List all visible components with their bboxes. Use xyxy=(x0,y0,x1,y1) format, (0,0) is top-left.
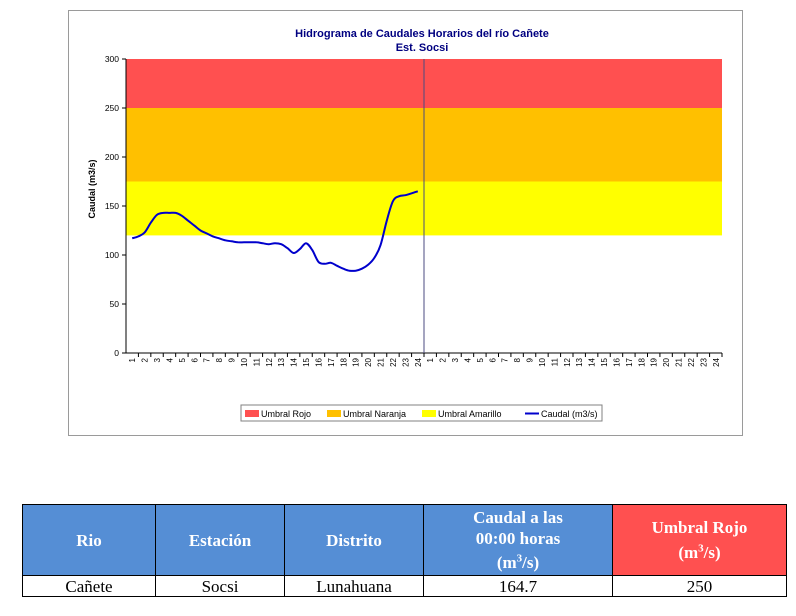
x-tick-label: 19 xyxy=(650,357,659,366)
x-tick-label: 3 xyxy=(153,357,162,362)
x-tick-label: 4 xyxy=(463,357,472,362)
x-tick-label: 20 xyxy=(364,357,373,366)
legend-swatch xyxy=(245,410,259,417)
x-tick-label: 21 xyxy=(377,357,386,366)
x-tick-label: 9 xyxy=(526,357,535,362)
cell-rio: Cañete xyxy=(22,575,156,597)
x-tick-label: 3 xyxy=(451,357,460,362)
header-umbral-line1: Umbral Rojo xyxy=(651,518,748,538)
y-tick-label: 100 xyxy=(105,250,119,260)
x-tick-label: 11 xyxy=(252,357,261,366)
legend-label: Caudal (m3/s) xyxy=(541,409,598,419)
x-tick-label: 6 xyxy=(488,357,497,362)
cell-caudal: 164.7 xyxy=(423,575,613,597)
legend-label: Umbral Rojo xyxy=(261,409,311,419)
chart-panel: Hidrograma de Caudales Horarios del río … xyxy=(68,10,743,436)
hydrograph-chart: Hidrograma de Caudales Horarios del río … xyxy=(87,28,723,422)
y-tick-label: 150 xyxy=(105,201,119,211)
x-tick-label: 6 xyxy=(190,357,199,362)
y-tick-label: 50 xyxy=(110,299,120,309)
y-tick-label: 0 xyxy=(114,348,119,358)
header-umbral-unit: (m3/s) xyxy=(678,542,721,562)
x-tick-label: 10 xyxy=(240,357,249,366)
x-tick-label: 22 xyxy=(687,357,696,366)
x-tick-label: 18 xyxy=(339,357,348,366)
x-tick-label: 7 xyxy=(203,357,212,362)
chart-title: Hidrograma de Caudales Horarios del río … xyxy=(295,28,549,40)
x-tick-label: 10 xyxy=(538,357,547,366)
header-umbral-rojo: Umbral Rojo (m3/s) xyxy=(612,504,787,576)
x-tick-label: 16 xyxy=(612,357,621,366)
x-tick-label: 24 xyxy=(414,357,423,366)
header-estacion: Estación xyxy=(155,504,285,576)
series-layer xyxy=(131,190,419,272)
x-tick-label: 23 xyxy=(401,357,410,366)
x-tick-label: 2 xyxy=(439,357,448,362)
x-tick-label: 16 xyxy=(314,357,323,366)
header-distrito: Distrito xyxy=(284,504,424,576)
x-tick-label: 13 xyxy=(277,357,286,366)
y-tick-label: 300 xyxy=(105,54,119,64)
legend-label: Umbral Naranja xyxy=(343,409,406,419)
header-caudal-line2: 00:00 horas xyxy=(475,528,561,548)
legend-label: Umbral Amarillo xyxy=(438,409,502,419)
x-tick-label: 12 xyxy=(265,357,274,366)
station-table: Rio Estación Distrito Caudal a las 00:00… xyxy=(22,504,787,597)
x-tick-label: 12 xyxy=(563,357,572,366)
x-tick-label: 20 xyxy=(662,357,671,366)
x-tick-label: 13 xyxy=(575,357,584,366)
cell-estacion: Socsi xyxy=(155,575,285,597)
x-tick-label: 21 xyxy=(675,357,684,366)
x-tick-label: 15 xyxy=(600,357,609,366)
x-tick-label: 1 xyxy=(426,357,435,362)
cell-distrito: Lunahuana xyxy=(284,575,424,597)
x-tick-label: 8 xyxy=(215,357,224,362)
series-line-caudal xyxy=(131,190,419,272)
x-tick-label: 2 xyxy=(141,357,150,362)
x-tick-label: 5 xyxy=(476,357,485,362)
legend-swatch xyxy=(422,410,436,417)
table-row: Cañete Socsi Lunahuana 164.7 250 xyxy=(22,575,787,597)
x-tick-label: 22 xyxy=(389,357,398,366)
chart-legend: Umbral Rojo Umbral Naranja Umbral Amarillo… xyxy=(240,404,603,422)
x-tick-label: 15 xyxy=(302,357,311,366)
cell-umbral: 250 xyxy=(612,575,787,597)
header-caudal-line1: Caudal a las xyxy=(473,507,563,527)
x-tick-label: 7 xyxy=(501,357,510,362)
x-tick-label: 9 xyxy=(228,357,237,362)
x-tick-label: 24 xyxy=(712,357,721,366)
header-caudal: Caudal a las 00:00 horas (m3/s) xyxy=(423,504,613,576)
x-tick-label: 23 xyxy=(699,357,708,366)
x-tick-label: 18 xyxy=(637,357,646,366)
x-tick-label: 19 xyxy=(352,357,361,366)
y-tick-label: 200 xyxy=(105,152,119,162)
chart-subtitle: Est. Socsi xyxy=(396,42,449,54)
y-axis-label: Caudal (m3/s) xyxy=(87,159,97,218)
x-tick-label: 14 xyxy=(588,357,597,366)
header-rio: Rio xyxy=(22,504,156,576)
x-tick-label: 1 xyxy=(128,357,137,362)
x-tick-label: 17 xyxy=(625,357,634,366)
x-tick-label: 8 xyxy=(513,357,522,362)
header-caudal-unit: (m3/s) xyxy=(496,552,540,573)
x-tick-label: 14 xyxy=(290,357,299,366)
legend-swatch xyxy=(327,410,341,417)
x-tick-label: 17 xyxy=(327,357,336,366)
x-tick-label: 11 xyxy=(550,357,559,366)
x-tick-label: 5 xyxy=(178,357,187,362)
x-tick-label: 4 xyxy=(165,357,174,362)
y-tick-label: 250 xyxy=(105,103,119,113)
